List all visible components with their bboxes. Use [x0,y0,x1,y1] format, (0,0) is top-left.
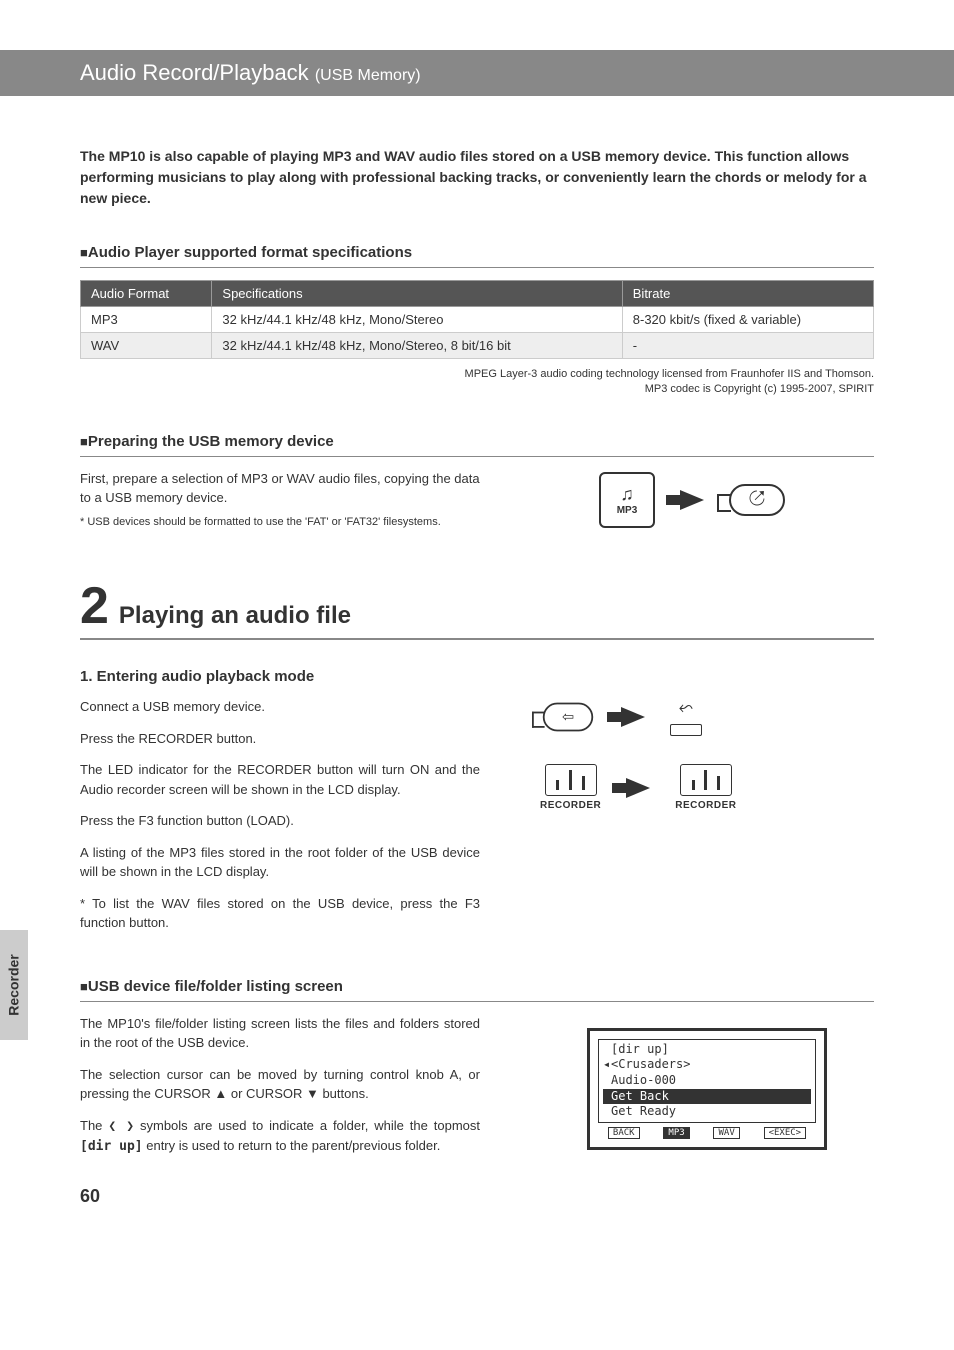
usb-symbol-icon: ⎋ [749,488,765,511]
prep-text: First, prepare a selection of MP3 or WAV… [80,469,480,531]
col-bitrate: Bitrate [622,281,873,307]
spec-heading: ■Audio Player supported format specifica… [80,244,874,268]
usb-port-icon: ⬿ [670,697,702,736]
lcd-content: [dir up] ◂<Crusaders> Audio-000 Get Back… [598,1039,816,1123]
col-specifications: Specifications [212,281,622,307]
fkey-exec: <EXEC> [764,1127,807,1139]
usb-drive-icon: ⎋ [729,484,785,516]
recorder-bars-icon [680,764,732,796]
usb-insert-icon: ⇦ [562,708,574,726]
prep-heading: ■Preparing the USB memory device [80,433,874,457]
recorder-button-on: RECORDER [675,764,736,811]
page-header: Audio Record/Playback (USB Memory) [0,50,954,96]
step-2-heading: 2 Playing an audio file [80,580,874,640]
page-number: 60 [80,1186,100,1207]
fkey-mp3: MP3 [663,1127,689,1139]
listing-heading: ■USB device file/folder listing screen [80,978,874,1002]
lcd-function-keys: BACK MP3 WAV <EXEC> [598,1127,816,1139]
enter-mode-icons: ⇦ ⬿ RECORDER [520,685,874,933]
folder-brackets-icon: ❮ ❯ [108,1119,134,1134]
side-tab: Recorder [0,930,28,1040]
table-row: MP3 32 kHz/44.1 kHz/48 kHz, Mono/Stereo … [81,307,874,333]
music-note-icon: ♫ [620,484,634,505]
recorder-bars-icon [545,764,597,796]
table-header-row: Audio Format Specifications Bitrate [81,281,874,307]
recorder-button-off: RECORDER [540,764,601,811]
table-row: WAV 32 kHz/44.1 kHz/48 kHz, Mono/Stereo,… [81,333,874,359]
header-title: Audio Record/Playback [80,60,309,85]
mp3-file-icon: ♫ MP3 [599,472,655,528]
prep-icons: ♫ MP3 ⎋ [510,469,874,531]
arrow-right-icon [621,707,645,727]
intro-text: The MP10 is also capable of playing MP3 … [80,146,874,209]
listing-text: The MP10's file/folder listing screen li… [80,1002,480,1157]
fkey-back: BACK [608,1127,640,1139]
enter-mode-heading: 1. Entering audio playback mode [80,668,874,685]
fkey-wav: WAV [713,1127,739,1139]
col-audio-format: Audio Format [81,281,212,307]
arrow-right-icon [626,778,650,798]
dir-up-label: [dir up] [80,1139,143,1154]
listing-p3: The ❮ ❯ symbols are used to indicate a f… [80,1116,480,1157]
enter-mode-text: Connect a USB memory device. Press the R… [80,685,480,933]
header-subtitle: (USB Memory) [315,67,421,84]
arrow-right-icon [680,490,704,510]
spec-footnotes: MPEG Layer-3 audio coding technology lic… [80,367,874,398]
spec-table: Audio Format Specifications Bitrate MP3 … [80,280,874,359]
usb-drive-icon: ⇦ [543,702,593,731]
lcd-screen: [dir up] ◂<Crusaders> Audio-000 Get Back… [587,1028,827,1150]
